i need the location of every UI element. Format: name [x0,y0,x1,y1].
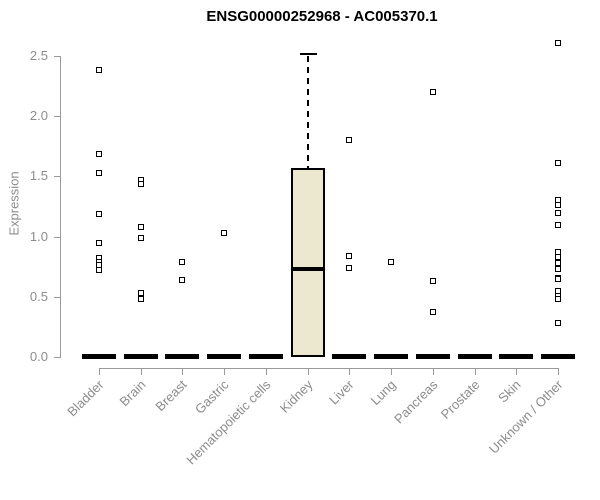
outlier-point [555,209,562,216]
outlier-point [346,252,353,259]
outlier-point [96,239,102,246]
outlier-point [555,320,562,327]
outlier-point [429,309,436,316]
x-tick [99,368,100,375]
collapsed-box-bar [499,353,534,359]
y-tick [54,116,60,118]
outlier-point [96,150,102,157]
outlier-point [555,266,562,273]
outlier-point [346,137,353,144]
y-axis-line [60,56,61,358]
y-tick-label: 0.5 [29,288,48,304]
boxplot-box [290,167,325,357]
outlier-point [555,39,562,46]
y-tick-label: 2.5 [29,48,48,63]
collapsed-box-bar [374,353,409,359]
y-tick [54,236,60,238]
y-tick-label: 1.5 [29,168,48,184]
x-tick [432,368,434,375]
x-tick [391,368,393,375]
chart-title: ENSG00000252968 - AC005370.1 [206,8,438,25]
y-tick [54,357,60,358]
outlier-point [179,276,186,283]
x-tick [474,368,476,375]
outlier-point [137,223,144,230]
boxplot-whisker [306,55,309,168]
collapsed-box-bar [248,353,283,359]
collapsed-box-bar [82,353,116,359]
outlier-point [555,260,562,267]
x-tick [224,368,226,375]
outlier-point [137,234,144,241]
outlier-point [429,89,436,96]
x-axis-line [99,368,560,369]
outlier-point [555,221,562,228]
x-tick [349,368,351,375]
outlier-point [137,180,144,187]
y-tick-label: 1.0 [29,228,48,244]
outlier-point [96,169,102,176]
collapsed-box-bar [207,353,242,359]
outlier-point [555,254,562,261]
outlier-point [96,210,102,217]
outlier-point [555,275,562,282]
collapsed-box-bar [415,353,450,359]
y-tick-label: 0.0 [29,349,48,364]
collapsed-box-bar [332,353,367,359]
outlier-point [96,267,102,274]
collapsed-box-bar [165,353,200,359]
outlier-point [137,290,144,297]
outlier-point [346,264,353,271]
outlier-point [555,202,562,209]
y-tick [54,56,60,57]
collapsed-box-bar [457,353,492,359]
x-tick [182,368,184,375]
y-tick [54,296,60,298]
outlier-point [137,296,144,303]
y-tick-label: 2.0 [29,108,48,124]
collapsed-box-bar [123,353,158,359]
outlier-point [179,258,186,265]
collapsed-box-bar [541,353,576,359]
x-tick [140,368,142,375]
x-tick [265,368,267,375]
boxplot-whisker-cap [299,52,317,55]
outlier-point [555,160,562,167]
outlier-point [96,67,102,74]
outlier-point [555,296,562,303]
x-tick [558,368,560,375]
y-tick [54,176,60,178]
x-tick [307,368,309,375]
outlier-point [388,258,395,265]
outlier-point [429,278,436,285]
outlier-point [221,229,228,236]
x-tick [516,368,518,375]
boxplot-median-line [292,267,323,272]
